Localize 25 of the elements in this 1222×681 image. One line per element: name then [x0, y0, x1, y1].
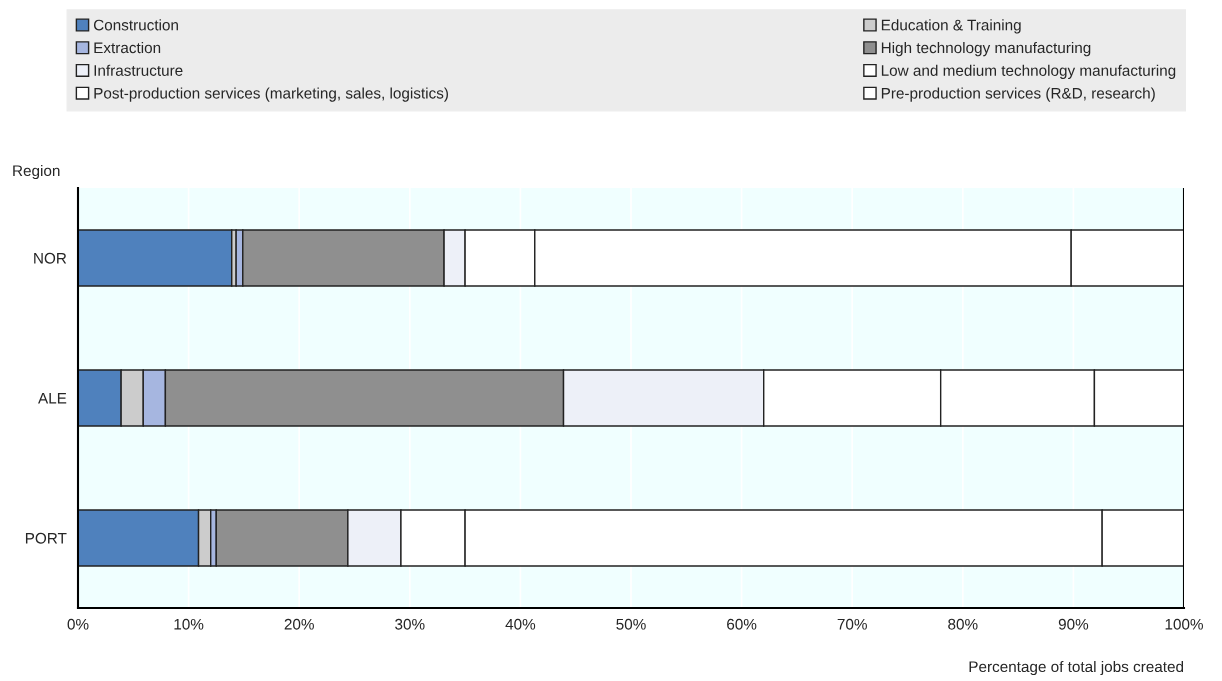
legend-label: Infrastructure: [94, 64, 183, 76]
x-tick-label: 0%: [67, 618, 89, 630]
x-tick-label: 50%: [616, 618, 646, 630]
x-tick-label: 100%: [1165, 618, 1203, 630]
legend-label: Low and medium technology manufacturing: [881, 64, 1176, 79]
x-tick-label: 70%: [837, 618, 867, 630]
x-tick-label: 20%: [284, 618, 314, 630]
y-axis-title: Region: [13, 164, 60, 180]
legend-label: Pre-production services (R&D, research): [881, 87, 1155, 102]
legend-label: High technology manufacturing: [881, 41, 1091, 57]
x-tick-label: 80%: [948, 618, 978, 630]
legend-label: Extraction: [94, 41, 161, 54]
x-tick-label: 60%: [727, 618, 757, 630]
x-tick-label: 40%: [505, 618, 536, 630]
y-tick-label: PORT: [25, 532, 67, 544]
x-tick-label: 10%: [174, 618, 204, 630]
y-tick-label: ALE: [38, 393, 67, 404]
bar: [78, 229, 233, 287]
x-tick-label: 90%: [1058, 618, 1089, 630]
legend-label: Education & Training: [881, 19, 1021, 34]
legend-label: Construction: [93, 19, 178, 31]
legend-label: Post-production services (marketing, sales, logistics): [94, 87, 448, 102]
y-tick-label: NOR: [34, 252, 67, 264]
x-tick-label: 30%: [395, 618, 425, 630]
x-axis-title: Percentage of total jobs created: [969, 660, 1184, 676]
